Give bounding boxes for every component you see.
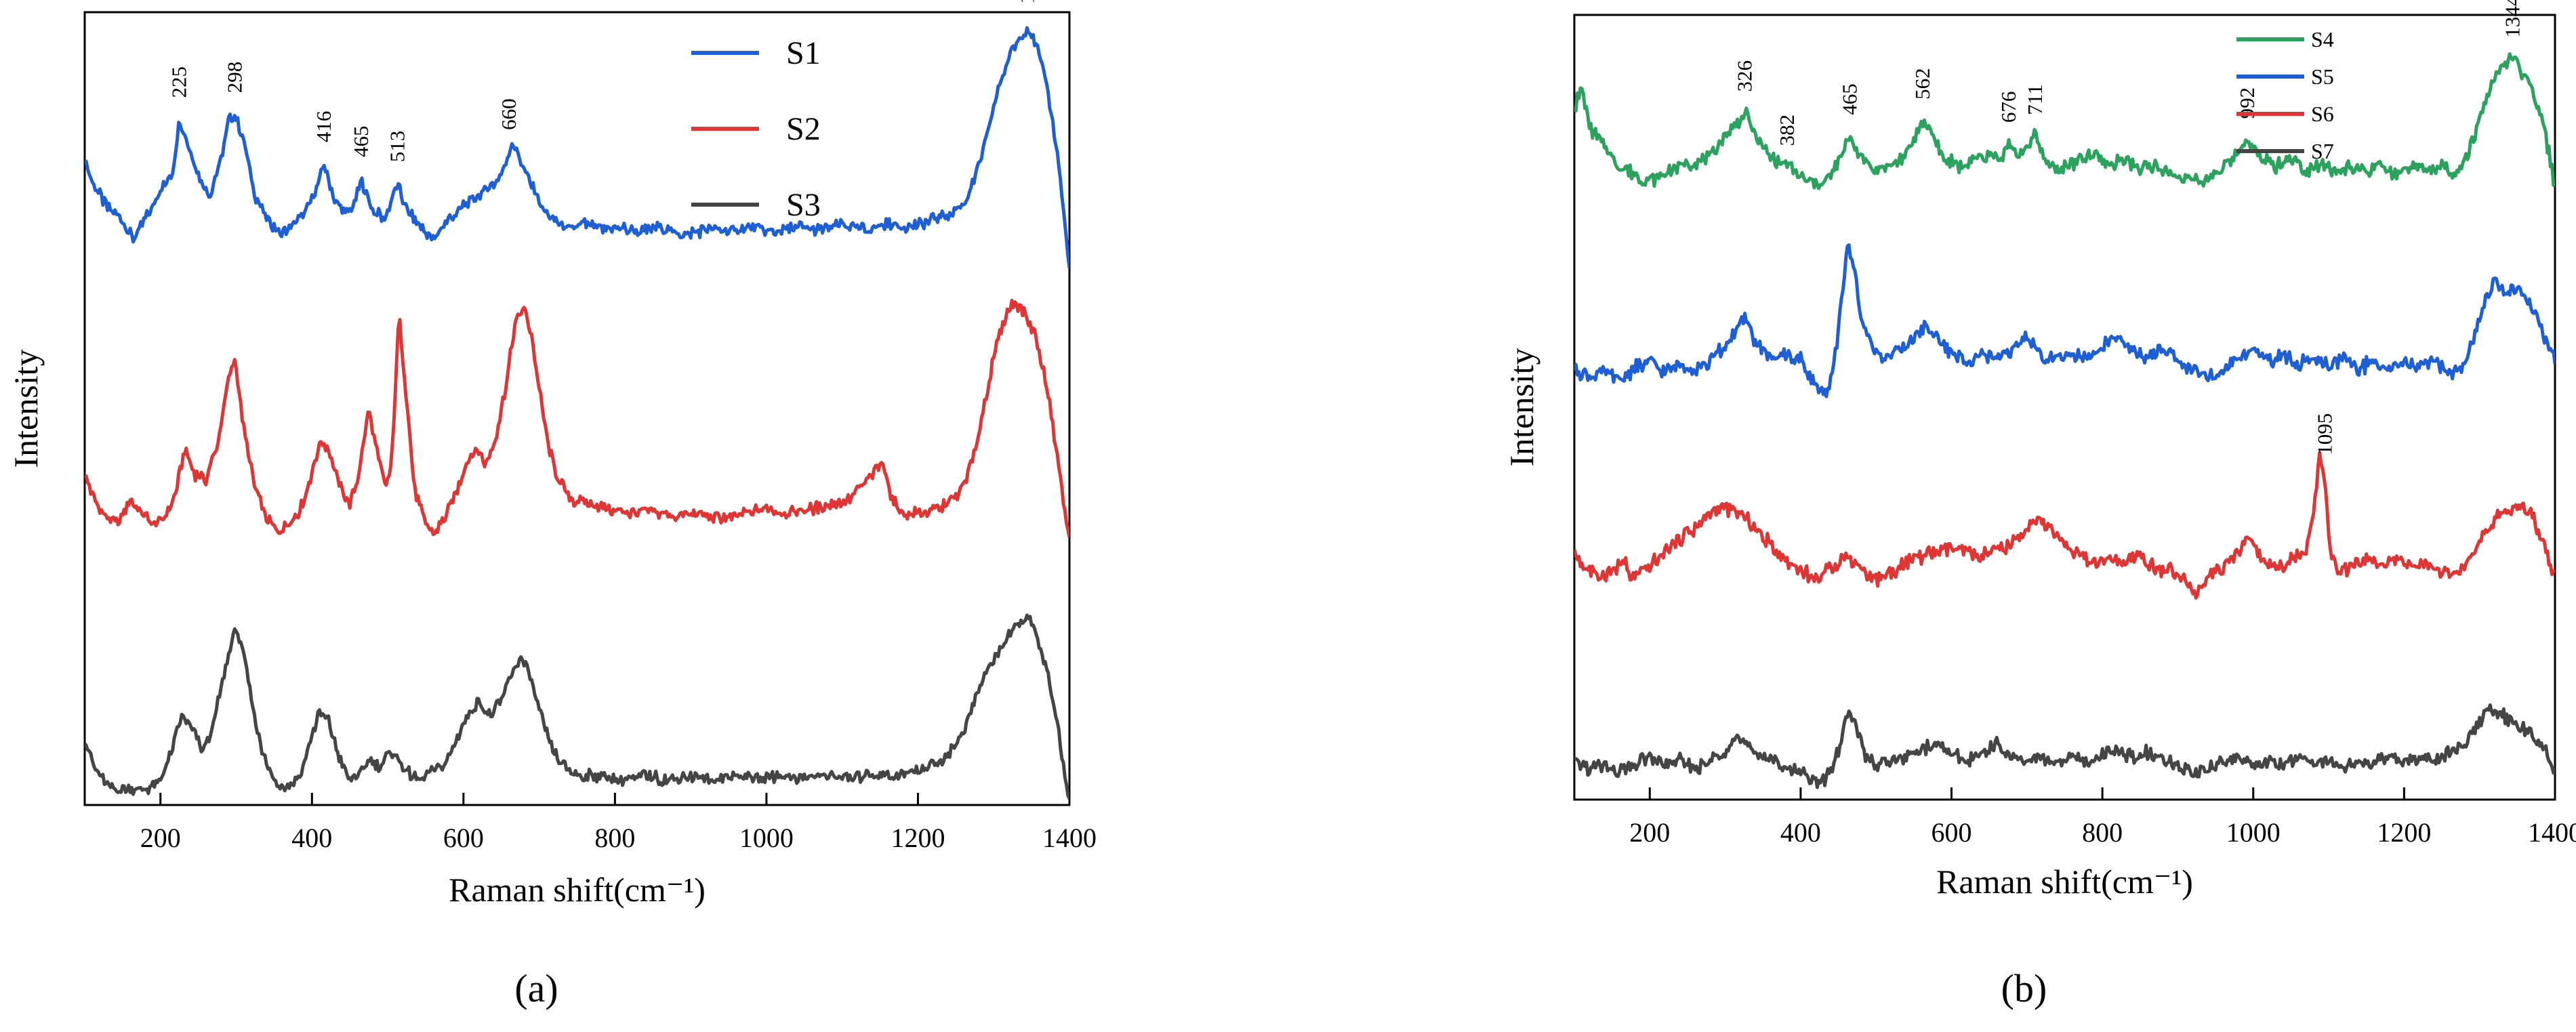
y-axis-title: Intensity xyxy=(7,350,45,468)
panel-label: (a) xyxy=(514,966,558,1010)
x-tick-label: 600 xyxy=(443,823,484,853)
peak-label: 465 xyxy=(349,125,373,157)
legend-label-s7: S7 xyxy=(2311,139,2334,163)
legend-label-s5: S5 xyxy=(2311,64,2334,89)
series-line-s5 xyxy=(1574,243,2555,398)
series-line-s1 xyxy=(85,26,1069,269)
series-line-s3 xyxy=(85,613,1069,800)
peak-label: 562 xyxy=(1910,68,1934,100)
peak-label: 465 xyxy=(1837,83,1861,115)
peak-label: 711 xyxy=(2023,84,2047,115)
peak-label: 416 xyxy=(312,111,335,143)
legend-label-s1: S1 xyxy=(786,35,821,71)
peak-label: 382 xyxy=(1775,115,1799,146)
x-tick-label: 800 xyxy=(2082,817,2123,848)
y-axis-title: Intensity xyxy=(1502,348,1540,467)
series-line-s7 xyxy=(1574,703,2555,789)
x-axis-title: Raman shift(cm⁻¹) xyxy=(1936,863,2193,901)
x-tick-label: 800 xyxy=(594,823,635,853)
legend-label-s2: S2 xyxy=(786,111,821,147)
series-line-s2 xyxy=(85,298,1069,538)
legend-label-s6: S6 xyxy=(2311,102,2334,126)
x-tick-label: 1200 xyxy=(891,823,945,853)
series-line-s4 xyxy=(1574,52,2555,190)
peak-label: 298 xyxy=(222,62,246,94)
x-tick-label: 1400 xyxy=(2528,817,2576,848)
peak-label: 225 xyxy=(167,66,191,98)
x-tick-label: 400 xyxy=(1780,817,1821,848)
panel-a: 200 400 600 800 1000 1200 1400 Raman shift(cm⁻¹… xyxy=(7,0,1097,1010)
x-tick-label: 600 xyxy=(1931,817,1972,848)
peak-label: 1344 xyxy=(2501,0,2524,38)
x-tick-label: 1200 xyxy=(2377,817,2431,848)
panel-label: (b) xyxy=(2001,966,2047,1010)
peak-label: 326 xyxy=(1733,60,1757,92)
plot-frame xyxy=(83,11,1071,806)
x-axis-title: Raman shift(cm⁻¹) xyxy=(449,871,706,909)
peak-label: 660 xyxy=(497,98,520,130)
peak-label: 513 xyxy=(386,131,409,163)
x-tick-label: 200 xyxy=(140,823,181,853)
series-line-s6 xyxy=(1574,451,2555,600)
peak-label: 676 xyxy=(1997,91,2020,123)
x-tick-label: 1000 xyxy=(739,823,794,853)
legend-label-s4: S4 xyxy=(2311,27,2334,51)
plot-frame xyxy=(1573,14,2556,801)
peak-label: 1095 xyxy=(2313,413,2337,455)
panel-b: 200 400 600 800 1000 1200 1400 Raman shift(cm⁻¹… xyxy=(1502,0,2576,1010)
legend-label-s3: S3 xyxy=(786,187,821,223)
peak-label: 1344 xyxy=(1015,0,1038,4)
x-tick-label: 400 xyxy=(291,823,332,853)
x-tick-label: 1000 xyxy=(2226,817,2281,848)
x-tick-label: 1400 xyxy=(1042,823,1097,853)
x-tick-label: 200 xyxy=(1629,817,1670,848)
